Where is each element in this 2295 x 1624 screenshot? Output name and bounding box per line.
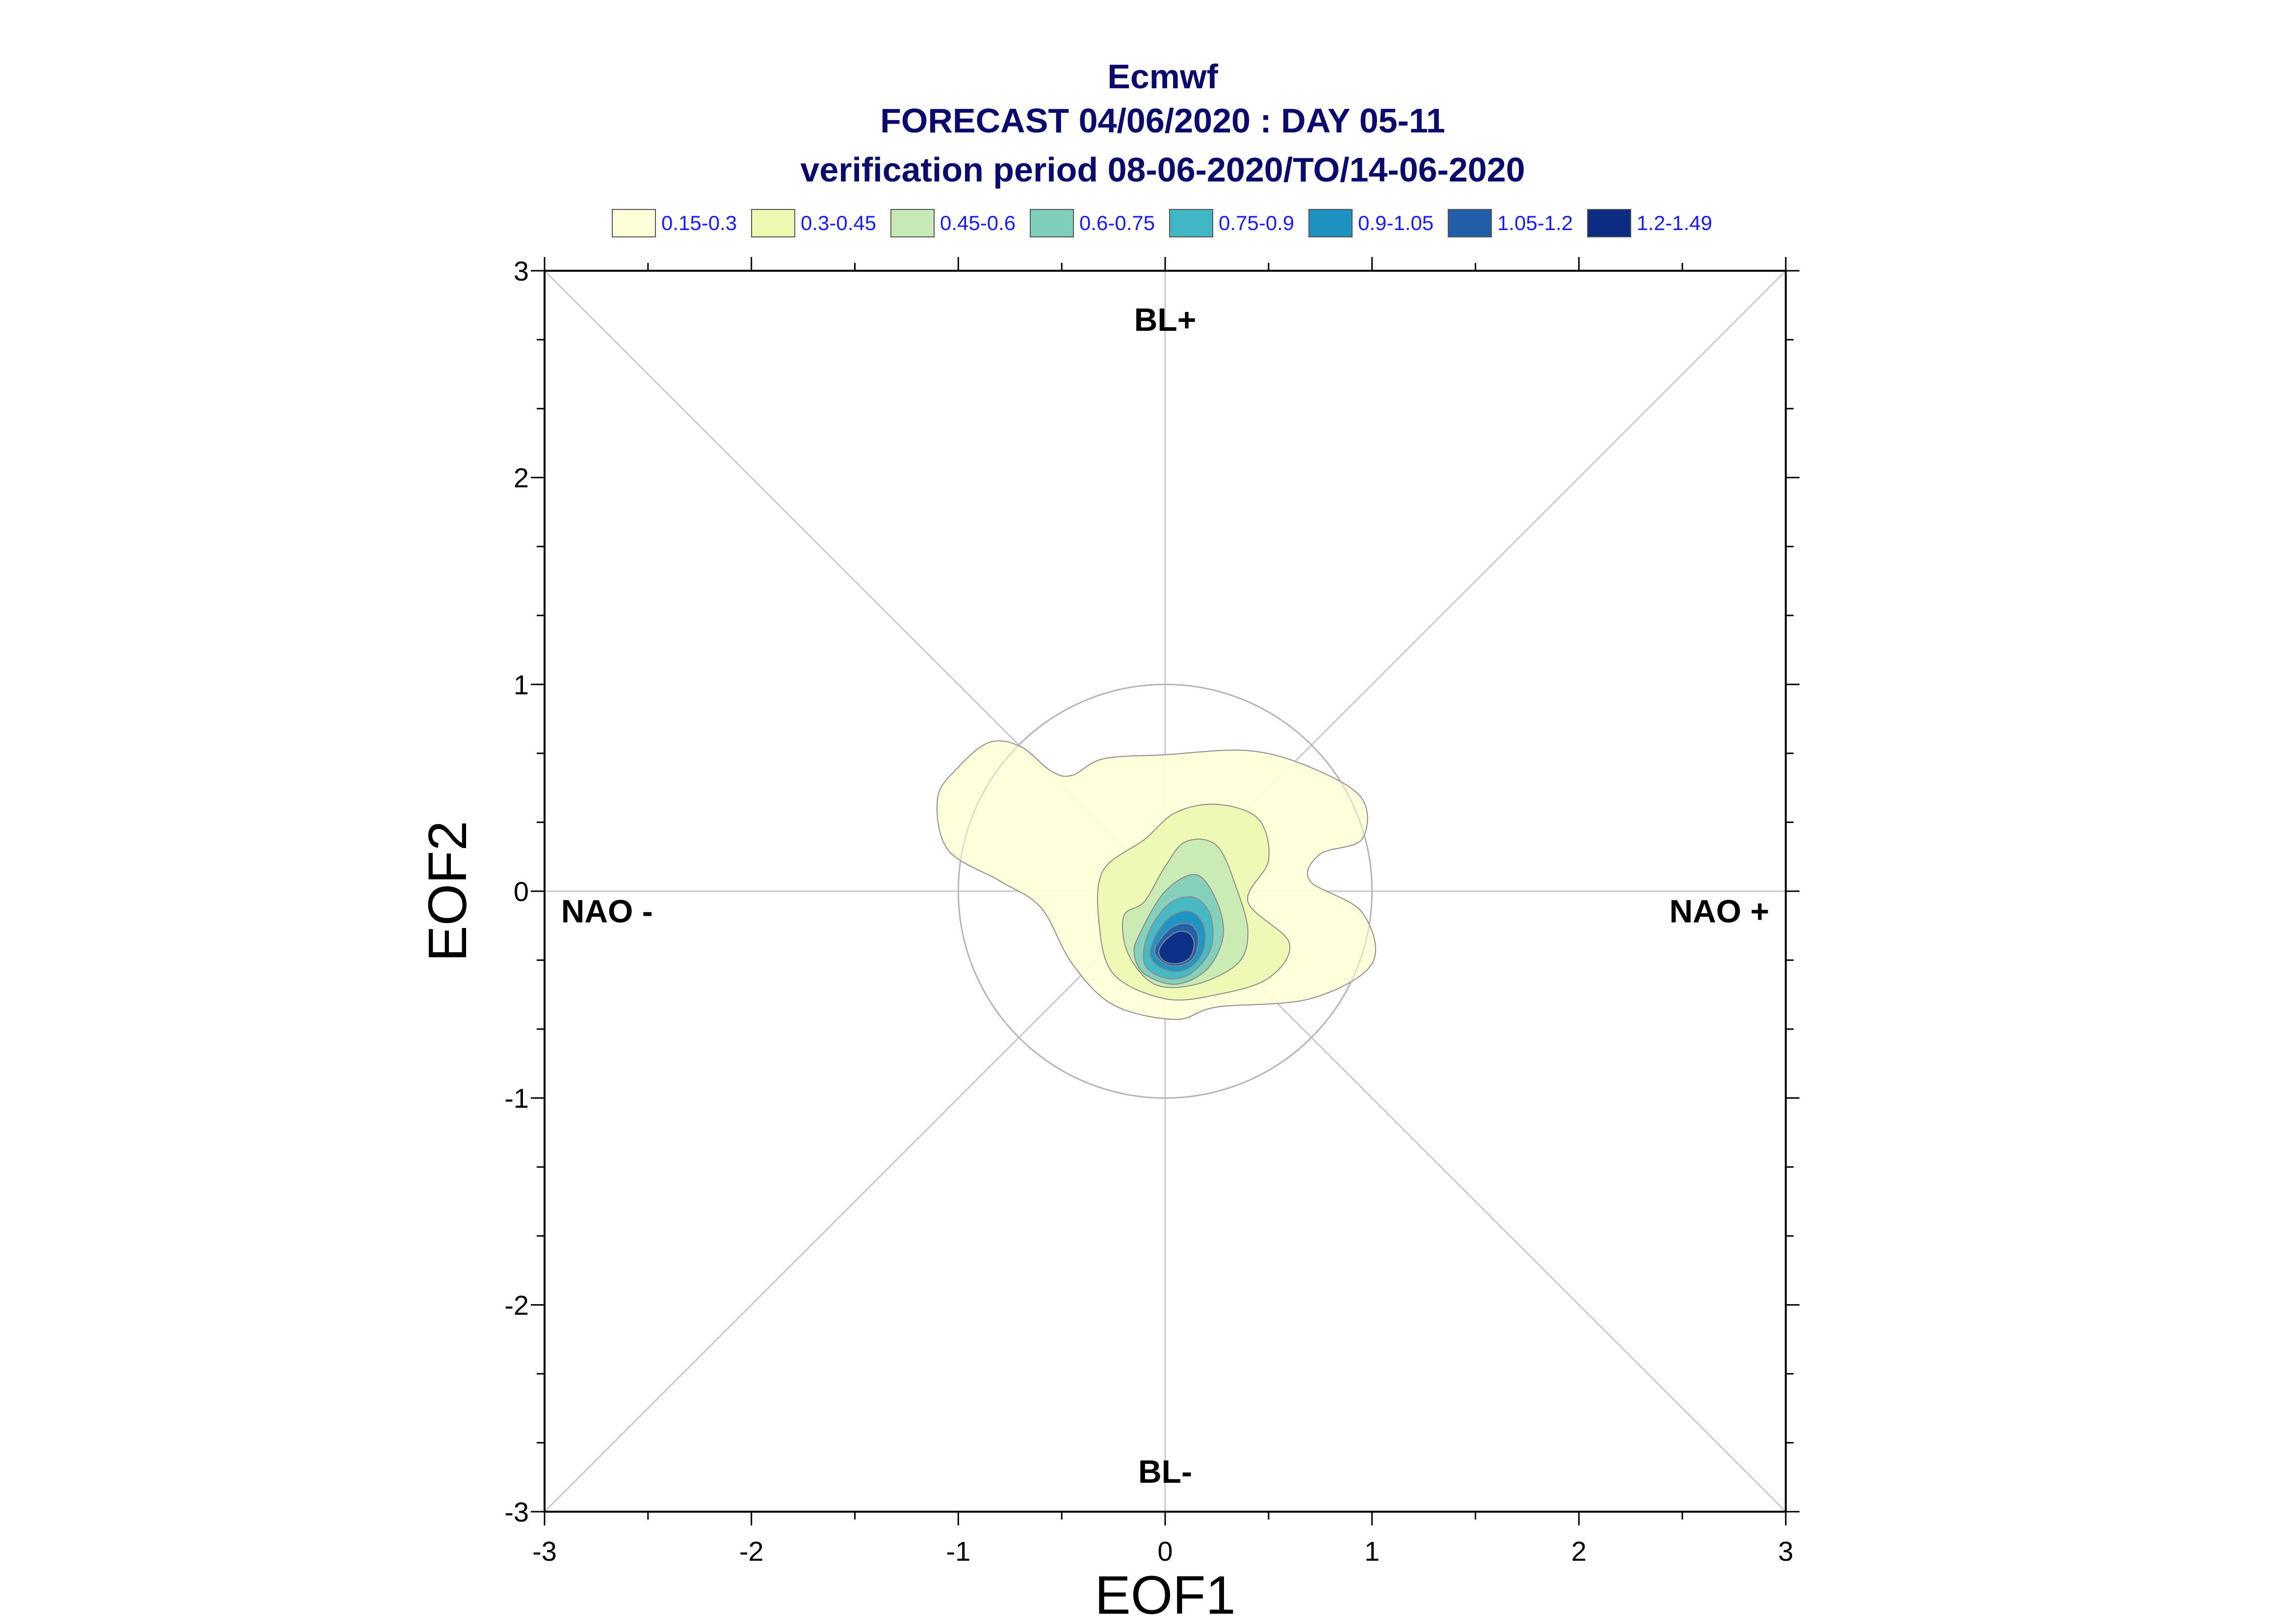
x-tick-label: 1 (1364, 1536, 1380, 1567)
legend-swatch (612, 209, 656, 237)
y-tick-label: 1 (514, 669, 529, 700)
title-line-1: Ecmwf (1107, 57, 1218, 96)
legend-swatch (890, 209, 935, 237)
x-tick-label: 3 (1778, 1536, 1793, 1567)
regime-label-bl-minus: BL- (1138, 1453, 1192, 1490)
title-line-3: verification period 08-06-2020/TO/14-06-… (800, 151, 1525, 189)
x-tick-label: -2 (739, 1536, 764, 1567)
y-tick-label: 3 (514, 256, 529, 286)
x-tick-label: 0 (1157, 1536, 1173, 1567)
legend-label: 0.6-0.75 (1079, 211, 1155, 234)
x-axis-label: EOF1 (1095, 1565, 1235, 1624)
legend-swatch (1448, 209, 1492, 237)
contour-1.2-1.49 (1158, 930, 1195, 965)
legend-swatch (1587, 209, 1631, 237)
axis-ticks: -3 -2 -1 0 1 2 3 -3 -2 -1 0 1 2 3 (504, 256, 1799, 1567)
regime-label-nao-plus: NAO + (1669, 893, 1770, 929)
legend-label: 1.05-1.2 (1497, 211, 1573, 234)
y-tick-label: -3 (504, 1496, 529, 1527)
y-tick-label: 0 (514, 876, 529, 907)
y-tick-label: -1 (504, 1083, 529, 1114)
regime-label-nao-minus: NAO - (561, 893, 653, 929)
chart-title: Ecmwf FORECAST 04/06/2020 : DAY 05-11 ve… (800, 57, 1525, 189)
legend-label: 0.15-0.3 (661, 211, 737, 234)
legend-label: 0.9-1.05 (1358, 211, 1434, 234)
legend: 0.15-0.3 0.3-0.45 0.45-0.6 0.6-0.75 0.75-0.9… (612, 209, 1712, 237)
legend-label: 0.75-0.9 (1219, 211, 1294, 234)
regime-label-bl-plus: BL+ (1134, 301, 1197, 337)
y-tick-label: 2 (514, 463, 529, 493)
x-tick-label: 2 (1571, 1536, 1587, 1567)
x-tick-label: -3 (532, 1536, 557, 1567)
legend-swatch (1308, 209, 1353, 237)
legend-label: 1.2-1.49 (1637, 211, 1712, 234)
y-axis-label: EOF2 (417, 821, 478, 961)
legend-swatch (1169, 209, 1213, 237)
reference-circle-overlay (958, 684, 1373, 1099)
density-contours (937, 684, 1376, 1099)
y-tick-label: -2 (504, 1289, 529, 1320)
legend-label: 0.3-0.45 (801, 211, 876, 234)
legend-swatch (751, 209, 795, 237)
x-tick-label: -1 (946, 1536, 970, 1567)
legend-swatch (1030, 209, 1074, 237)
legend-label: 0.45-0.6 (940, 211, 1016, 234)
title-line-2: FORECAST 04/06/2020 : DAY 05-11 (880, 102, 1445, 140)
